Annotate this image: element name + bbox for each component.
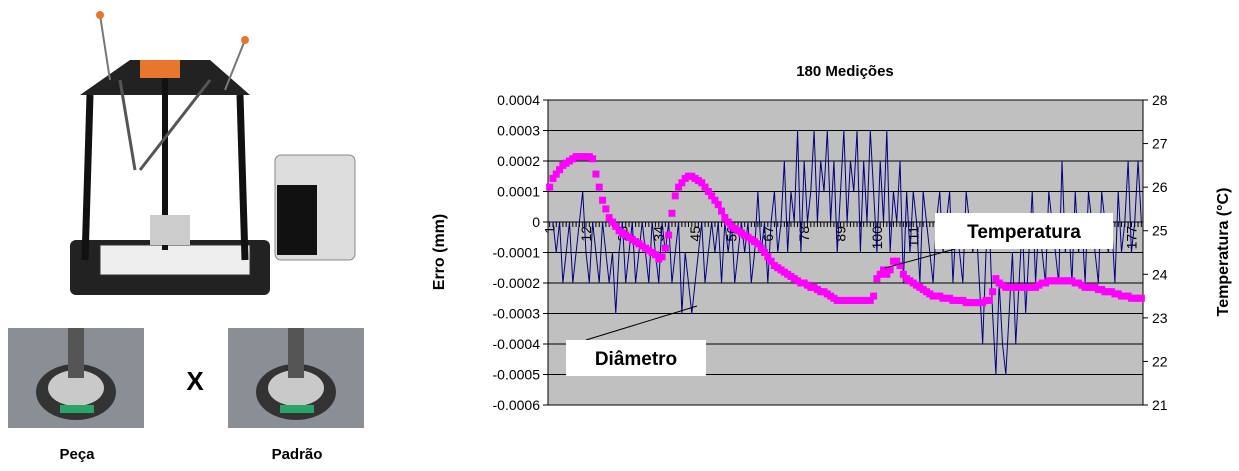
y-tick-label: -0.0005 — [493, 367, 541, 383]
marker — [599, 197, 606, 204]
marker — [715, 201, 722, 208]
marker — [546, 184, 553, 191]
y-tick-label: 0.0003 — [497, 123, 540, 139]
marker — [718, 208, 725, 215]
marker — [672, 192, 679, 199]
marker — [589, 155, 596, 162]
callout-label: Diâmetro — [595, 349, 677, 370]
marker — [989, 288, 996, 295]
versus-label: X — [186, 366, 204, 396]
y2-tick-label: 23 — [1152, 310, 1168, 326]
machine-illustration — [70, 11, 355, 295]
y2-tick-label: 27 — [1152, 136, 1168, 152]
x-tick-label: 78 — [796, 226, 812, 242]
y2-tick-label: 28 — [1152, 92, 1168, 108]
y-axis-label: Erro (mm) — [431, 214, 448, 290]
y-tick-label: 0 — [532, 214, 540, 230]
y-tick-label: 0.0001 — [497, 184, 540, 200]
y2-tick-label: 26 — [1152, 179, 1168, 195]
y-tick-label: -0.0003 — [493, 306, 541, 322]
y2-tick-label: 21 — [1152, 397, 1168, 413]
y-tick-label: -0.0006 — [493, 397, 541, 413]
y2-axis-label: Temperatura (°C) — [1215, 188, 1232, 317]
x-tick-label: 1 — [542, 226, 558, 234]
photo-left — [8, 328, 144, 428]
y2-tick-label: 25 — [1152, 223, 1168, 239]
y2-tick-label: 24 — [1152, 266, 1168, 282]
x-tick-label: 111 — [905, 226, 921, 247]
marker — [665, 232, 672, 239]
page: {"figure": {"versus": "X", "left_caption… — [0, 0, 1239, 466]
y2-tick-label: 22 — [1152, 353, 1168, 369]
x-tick-label: 89 — [833, 226, 849, 242]
marker — [596, 184, 603, 191]
y-tick-label: -0.0002 — [493, 275, 541, 291]
marker — [662, 245, 669, 252]
chart-title: 180 Medições — [796, 63, 894, 80]
callout-label: Temperatura — [967, 222, 1081, 243]
y-tick-label: -0.0004 — [493, 336, 541, 352]
marker — [602, 205, 609, 212]
y-tick-label: -0.0001 — [493, 245, 541, 261]
marker — [986, 297, 993, 304]
y-tick-label: 0.0002 — [497, 153, 540, 169]
figure: X Peça Padrão 180 Medições Erro (mm) Tem… — [0, 0, 1239, 466]
caption: Peça — [59, 446, 95, 463]
marker — [668, 210, 675, 217]
marker — [870, 293, 877, 300]
marker — [659, 253, 666, 260]
photo-right — [228, 328, 364, 428]
marker — [592, 171, 599, 178]
marker — [1138, 295, 1145, 302]
caption: Padrão — [272, 446, 323, 463]
y-tick-label: 0.0004 — [497, 92, 540, 108]
